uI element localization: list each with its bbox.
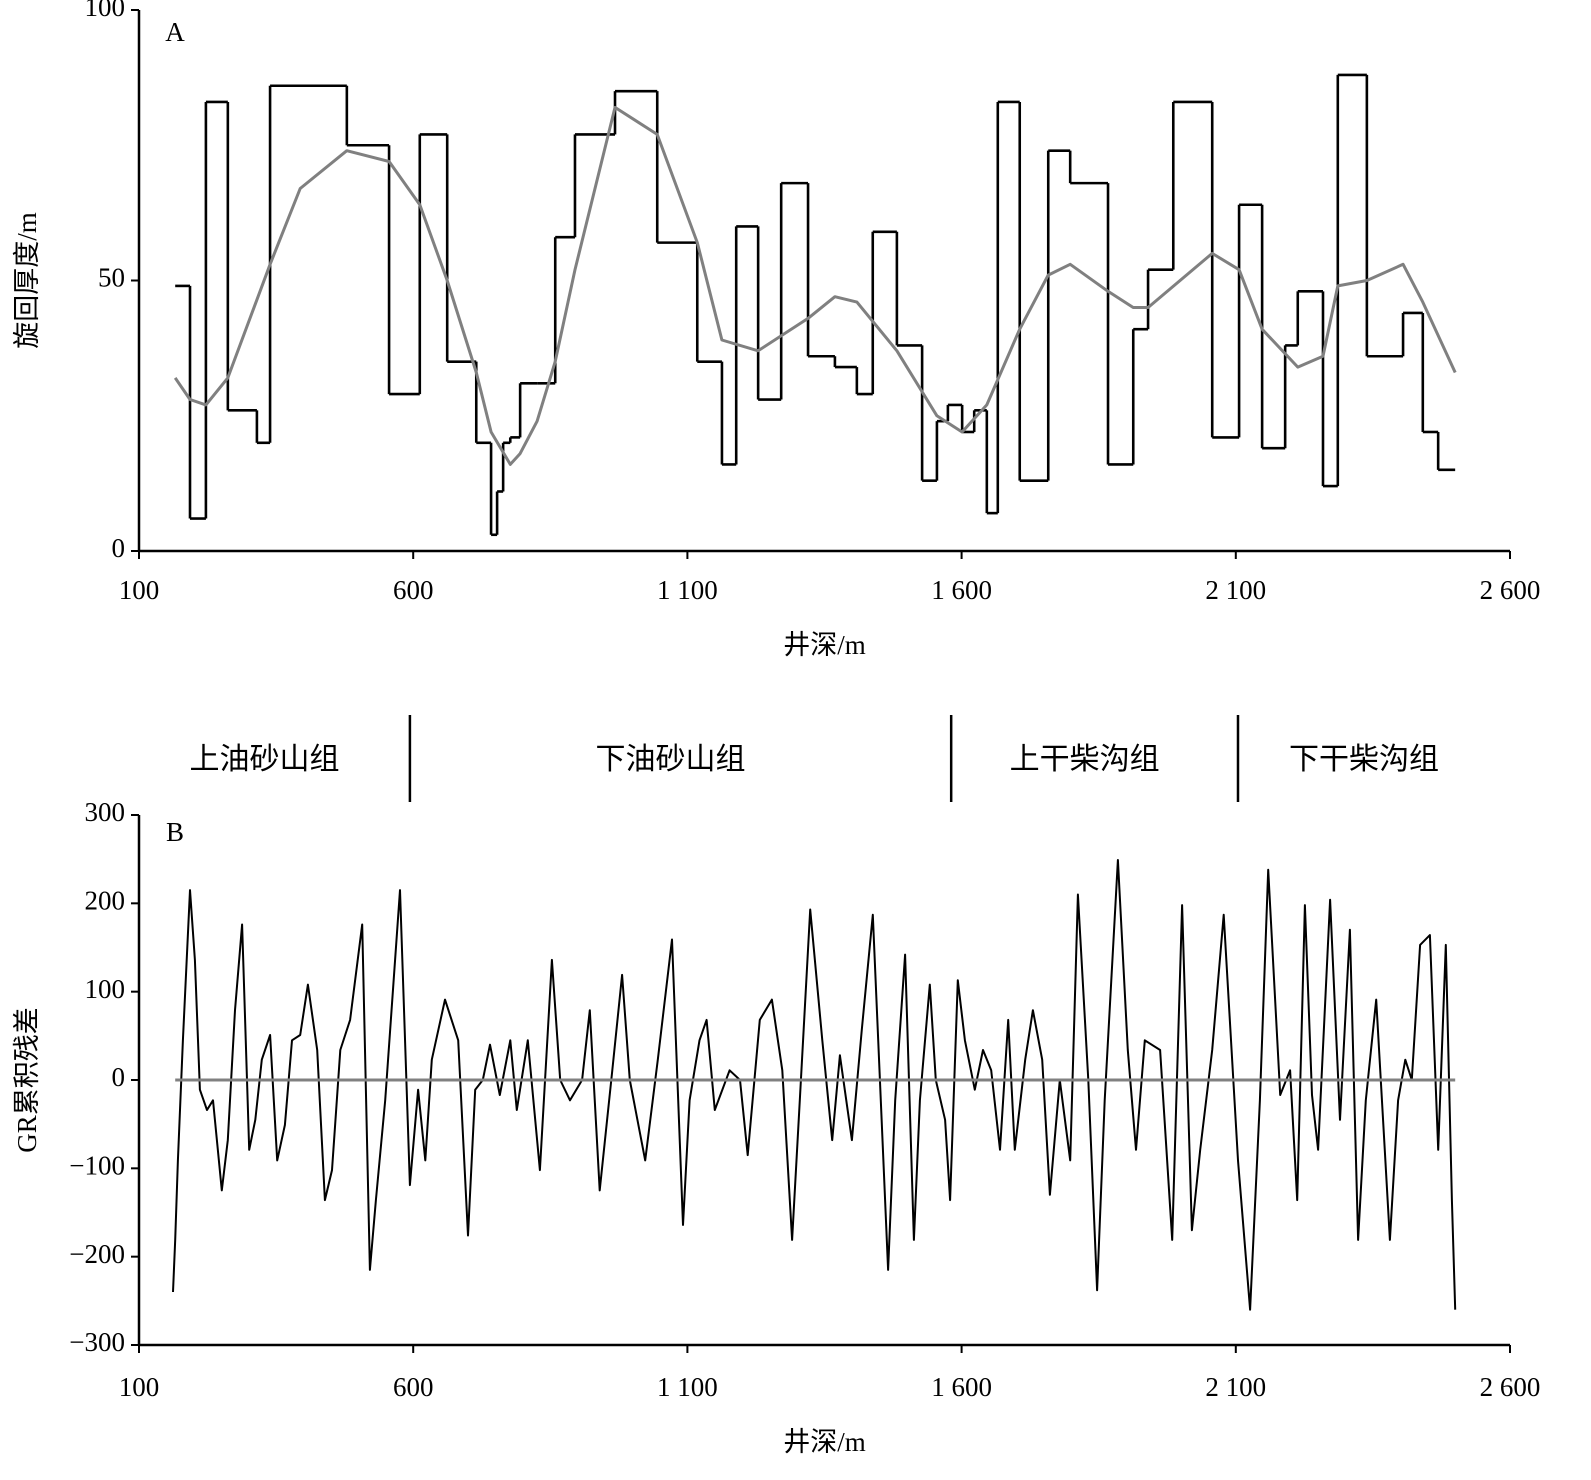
x-axis-title: 井深/m: [783, 1427, 866, 1457]
x-axis-title: 井深/m: [783, 630, 866, 660]
x-tick-label: 2 600: [1480, 575, 1541, 605]
y-tick-label: 100: [85, 0, 126, 22]
x-tick-label: 1 100: [657, 575, 718, 605]
y-tick-label: 0: [112, 533, 126, 563]
y-tick-label: 100: [85, 974, 126, 1004]
y-tick-label: 200: [85, 886, 126, 916]
x-tick-label: 2 100: [1205, 1372, 1266, 1402]
y-axis-title: GR累积残差: [12, 1007, 42, 1153]
x-tick-label: 600: [393, 1372, 434, 1402]
y-tick-label: 300: [85, 797, 126, 827]
x-tick-label: 2 100: [1205, 575, 1266, 605]
series-line: [173, 105, 1457, 466]
x-tick-label: 2 600: [1480, 1372, 1541, 1402]
x-tick-label: 600: [393, 575, 434, 605]
formation-label: 下油砂山组: [596, 743, 746, 776]
formation-label: 上干柴沟组: [1010, 743, 1160, 776]
y-tick-label: 50: [98, 263, 125, 293]
y-tick-label: −300: [69, 1327, 125, 1357]
y-tick-label: 0: [112, 1062, 126, 1092]
x-tick-label: 100: [119, 575, 160, 605]
x-tick-label: 1 600: [931, 575, 992, 605]
panel-letter: A: [165, 17, 185, 47]
y-tick-label: −200: [69, 1239, 125, 1269]
x-tick-label: 100: [119, 1372, 160, 1402]
series-line: [172, 859, 1457, 1311]
formation-label: 下干柴沟组: [1289, 743, 1439, 776]
x-tick-label: 1 100: [657, 1372, 718, 1402]
x-tick-label: 1 600: [931, 1372, 992, 1402]
formation-label: 上油砂山组: [189, 743, 339, 776]
y-tick-label: −100: [69, 1151, 125, 1181]
panel-letter: B: [166, 817, 184, 847]
y-axis-title: 旋回厚度/m: [12, 212, 42, 349]
